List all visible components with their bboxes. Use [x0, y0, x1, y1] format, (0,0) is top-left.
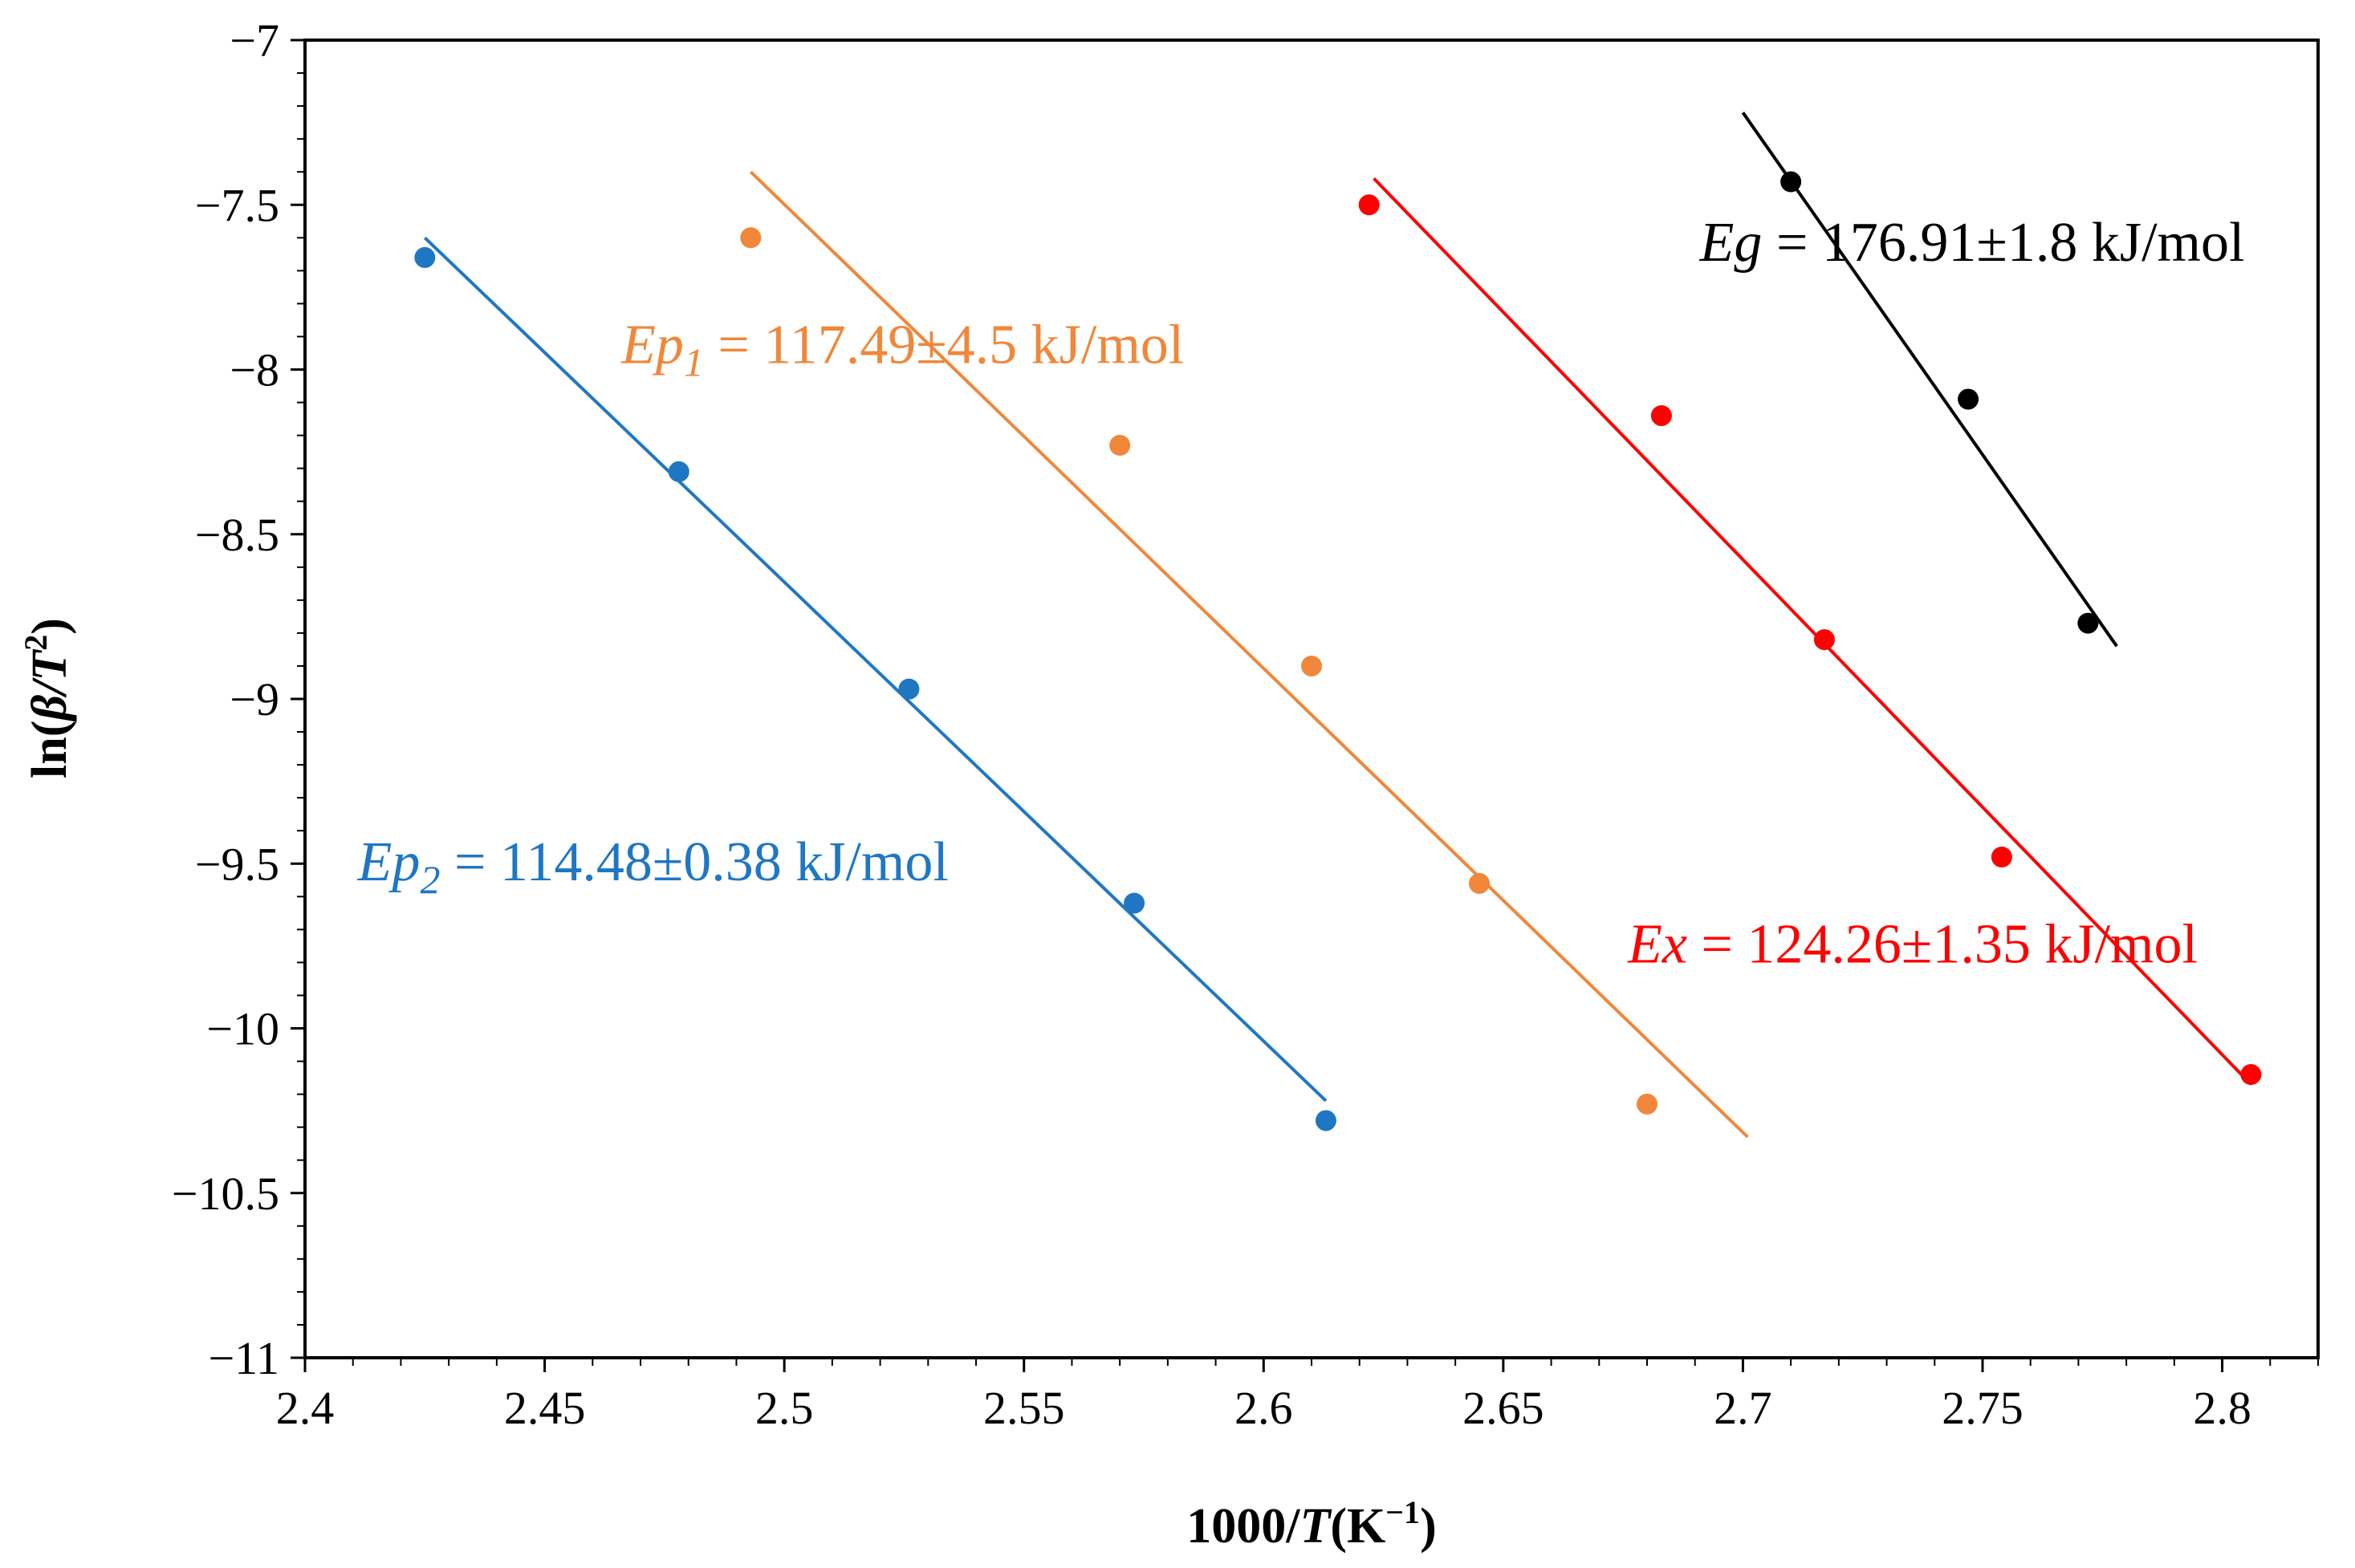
data-point-ep1	[1469, 872, 1490, 894]
y-tick-label: −8.5	[195, 509, 279, 561]
x-tick-label: 2.6	[1234, 1382, 1293, 1434]
fit-line-ep2	[423, 236, 1328, 1103]
y-axis-title-var: β/T	[22, 649, 77, 722]
fit-line-eg	[1741, 112, 2118, 648]
annotation-symbol: Ep	[620, 314, 684, 376]
axis-ticks: −7 −7.5 −8 −8.5 −9 −9.5 −10 −10.5 −112.4 2.45 2.5 2…	[172, 14, 2319, 1434]
data-point-eg	[2077, 612, 2099, 634]
x-axis-title-exp: −1	[1385, 1494, 1420, 1530]
y-tick-label: −9	[230, 673, 279, 725]
data-point-ex	[1991, 847, 2012, 868]
annotation-subscript: 2	[420, 857, 440, 902]
y-axis-title-close: )	[22, 618, 77, 635]
x-axis-title-var: T	[1300, 1499, 1332, 1554]
annotation-subscript: 1	[684, 339, 704, 384]
x-axis-title-close: )	[1420, 1499, 1437, 1554]
x-tick-label: 2.55	[983, 1382, 1065, 1434]
annotation-symbol: Ep	[357, 831, 421, 893]
x-tick-label: 2.8	[2193, 1382, 2251, 1434]
annotation-eg: Eg = 176.91±1.8 kJ/mol	[1699, 212, 2245, 274]
series-eg: Eg = 176.91±1.8 kJ/mol	[1699, 112, 2245, 648]
data-point-ep1	[740, 227, 762, 249]
data-point-ep1	[1637, 1093, 1657, 1115]
annotation-symbol: Ex	[1627, 913, 1687, 975]
y-tick-label: −9.5	[195, 838, 279, 890]
y-tick-label: −10.5	[172, 1168, 279, 1220]
fit-line-ep1	[749, 170, 1749, 1139]
y-tick-label: −11	[208, 1332, 279, 1384]
fit-line-ex	[1373, 177, 2252, 1086]
annotation-value: = 124.26±1.35 kJ/mol	[1687, 913, 2198, 975]
data-point-ep2	[414, 246, 436, 268]
y-axis-title-exp: 2	[18, 635, 54, 651]
y-tick-label: −7.5	[195, 179, 279, 231]
x-axis-title: 1000/T(K−1)	[1186, 1494, 1436, 1554]
y-axis-title: ln(β/T2)	[18, 618, 77, 778]
data-point-eg	[1780, 171, 1802, 193]
data-point-ep2	[668, 461, 689, 482]
data-point-ex	[2240, 1063, 2262, 1085]
series-ep1: Ep1 = 117.49±4.5 kJ/mol	[620, 170, 1749, 1139]
annotation-value: = 117.49±4.5 kJ/mol	[704, 314, 1184, 376]
data-point-ep2	[1124, 892, 1145, 914]
series-ex: Ex = 124.26±1.35 kJ/mol	[1358, 177, 2262, 1086]
data-point-eg	[1958, 388, 1979, 410]
x-tick-label: 2.45	[504, 1382, 586, 1434]
data-point-ep2	[898, 678, 920, 700]
x-tick-label: 2.4	[276, 1382, 335, 1434]
data-point-ep1	[1301, 655, 1322, 676]
annotation-ep1: Ep1 = 117.49±4.5 kJ/mol	[620, 314, 1184, 384]
x-axis-title-unit: (K	[1330, 1499, 1385, 1554]
x-axis-title-prefix: 1000/	[1186, 1499, 1300, 1554]
x-tick-label: 2.75	[1942, 1382, 2024, 1434]
data-point-ex	[1650, 404, 1672, 426]
y-axis-title-prefix: ln(	[22, 721, 77, 778]
data-point-ep2	[1315, 1110, 1336, 1131]
x-tick-label: 2.7	[1714, 1382, 1772, 1434]
y-tick-label: −7	[230, 14, 279, 67]
data-point-ex	[1813, 629, 1835, 651]
data-point-ep1	[1109, 434, 1131, 456]
annotation-ex: Ex = 124.26±1.35 kJ/mol	[1627, 913, 2198, 975]
annotation-value: = 176.91±1.8 kJ/mol	[1762, 212, 2244, 274]
x-tick-label: 2.65	[1462, 1382, 1544, 1434]
annotation-ep2: Ep2 = 114.48±0.38 kJ/mol	[357, 831, 949, 902]
y-tick-label: −10	[206, 1003, 279, 1055]
x-tick-label: 2.5	[755, 1382, 814, 1434]
annotation-value: = 114.48±0.38 kJ/mol	[440, 831, 948, 893]
y-tick-label: −8	[230, 344, 279, 396]
series-ep2: Ep2 = 114.48±0.38 kJ/mol	[357, 236, 1336, 1131]
data-point-ex	[1358, 194, 1380, 216]
annotation-symbol: Eg	[1699, 212, 1763, 274]
